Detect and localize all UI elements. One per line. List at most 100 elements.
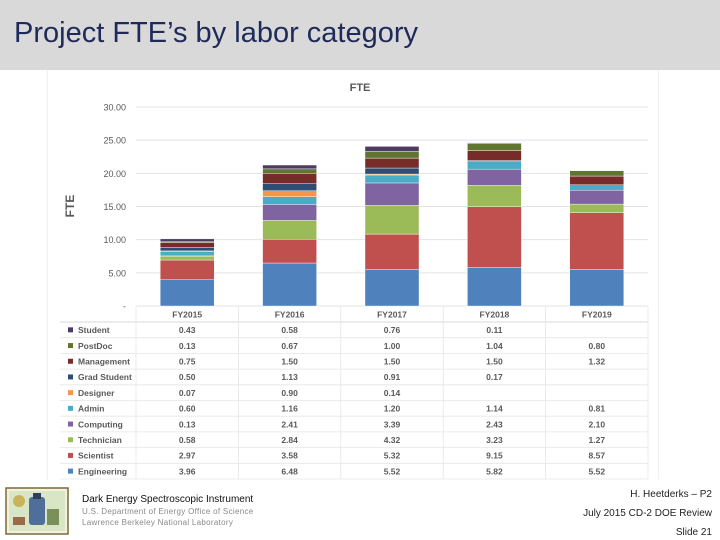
data-value-label: 0.07 [179, 388, 196, 398]
fte-chart: FTE FTE - 5.00 10.00 15.00 20.00 25.00 30.00 F… [60, 82, 649, 480]
data-value-label: 0.58 [281, 325, 298, 335]
title-bar: Project FTE’s by labor category [0, 0, 720, 70]
y-tick-label: 20.00 [103, 169, 126, 179]
bar-segment [569, 175, 624, 186]
data-value-label: 0.80 [589, 341, 606, 351]
data-value-label: 5.52 [384, 466, 401, 476]
data-value-label: 0.91 [384, 372, 401, 382]
bar-segment [569, 212, 624, 270]
bar-segment [569, 203, 624, 213]
legend-label: Engineering [78, 466, 127, 476]
data-value-label: 1.50 [384, 356, 401, 366]
data-value-label: 1.50 [486, 356, 503, 366]
x-category-label: FY2019 [582, 310, 612, 320]
data-value-label: 1.50 [281, 356, 298, 366]
data-value-label: 0.76 [384, 325, 401, 335]
bar-segment [262, 168, 317, 174]
legend-swatch [68, 405, 73, 411]
data-value-label: 0.81 [589, 404, 606, 414]
data-value-label: 0.50 [179, 372, 196, 382]
chart-y-axis-label: FTE [63, 195, 77, 218]
bar-segment [467, 161, 522, 170]
data-value-label: 3.96 [179, 466, 196, 476]
data-value-label: 0.90 [281, 388, 298, 398]
legend-label: Designer [78, 388, 115, 398]
bar-segment [159, 242, 215, 248]
bar-segment [364, 174, 420, 184]
bar-segment [364, 233, 420, 270]
footer-slide-number: Slide 21 [675, 527, 712, 538]
data-value-label: 1.04 [486, 341, 503, 351]
data-value-label: 4.32 [384, 435, 401, 445]
y-tick-label: 10.00 [103, 235, 126, 245]
bar-segment [364, 151, 420, 159]
legend-swatch [68, 390, 73, 396]
data-value-label: 8.57 [589, 451, 606, 461]
x-category-label: FY2015 [172, 310, 202, 320]
bar-segment [262, 190, 317, 197]
data-value-label: 1.16 [281, 404, 298, 414]
bar-segment [467, 267, 522, 307]
chart-bars [159, 142, 624, 307]
bar-segment [467, 168, 522, 186]
footer-org-name: Dark Energy Spectroscopic Instrument [82, 494, 254, 505]
bar-segment [467, 206, 522, 268]
data-value-label: 5.82 [486, 466, 503, 476]
legend-label: Grad Student [78, 372, 132, 382]
legend-swatch [68, 421, 73, 427]
bar-segment [262, 204, 317, 221]
bar-segment [569, 184, 624, 191]
bar-segment [262, 164, 317, 170]
legend-swatch [68, 468, 73, 474]
legend-swatch [68, 343, 73, 349]
bar-segment [262, 220, 317, 240]
bar-segment [262, 196, 317, 205]
footer-presenter: H. Heetderks – P2 [630, 489, 712, 500]
bar-segment [569, 189, 624, 205]
data-value-label: 2.10 [589, 419, 606, 429]
y-tick-label: 15.00 [103, 202, 126, 212]
data-value-label: 1.20 [384, 404, 401, 414]
data-value-label: 3.23 [486, 435, 503, 445]
bar-segment [262, 239, 317, 264]
legend-swatch [68, 327, 73, 333]
legend-swatch [68, 358, 73, 364]
bar-segment [569, 170, 624, 177]
data-value-label: 0.75 [179, 356, 196, 366]
legend-label: Admin [78, 404, 104, 414]
x-category-label: FY2018 [480, 310, 510, 320]
bar-segment [159, 247, 215, 252]
bar-segment [569, 269, 624, 307]
bar-segment [159, 238, 215, 242]
bar-segment [159, 279, 215, 307]
bar-segment [364, 205, 420, 235]
chart-title: FTE [350, 82, 371, 94]
bar-segment [467, 142, 522, 144]
bar-segment [262, 183, 317, 191]
legend-label: Scientist [78, 451, 114, 461]
data-value-label: 1.27 [589, 435, 606, 445]
y-tick-label: 25.00 [103, 136, 126, 146]
footer-lab: Lawrence Berkeley National Laboratory [82, 518, 234, 527]
bar-segment [159, 259, 215, 280]
data-value-label: 1.32 [589, 356, 606, 366]
data-value-label: 0.17 [486, 372, 503, 382]
data-value-label: 0.60 [179, 404, 196, 414]
x-category-label: FY2016 [275, 310, 305, 320]
data-value-label: 2.41 [281, 419, 298, 429]
data-value-label: 0.43 [179, 325, 196, 335]
data-value-label: 5.32 [384, 451, 401, 461]
x-category-label: FY2017 [377, 310, 407, 320]
data-value-label: 3.58 [281, 451, 298, 461]
slide-title: Project FTE’s by labor category [14, 17, 419, 49]
bar-segment [262, 173, 317, 184]
legend-label: Technician [78, 435, 122, 445]
data-value-label: 1.00 [384, 341, 401, 351]
legend-swatch [68, 452, 73, 458]
legend-label: Student [78, 325, 110, 335]
legend-swatch [68, 437, 73, 443]
bar-segment [364, 167, 420, 175]
legend-swatch [68, 374, 73, 380]
footer-review: July 2015 CD-2 DOE Review [583, 508, 712, 519]
data-value-label: 9.15 [486, 451, 503, 461]
